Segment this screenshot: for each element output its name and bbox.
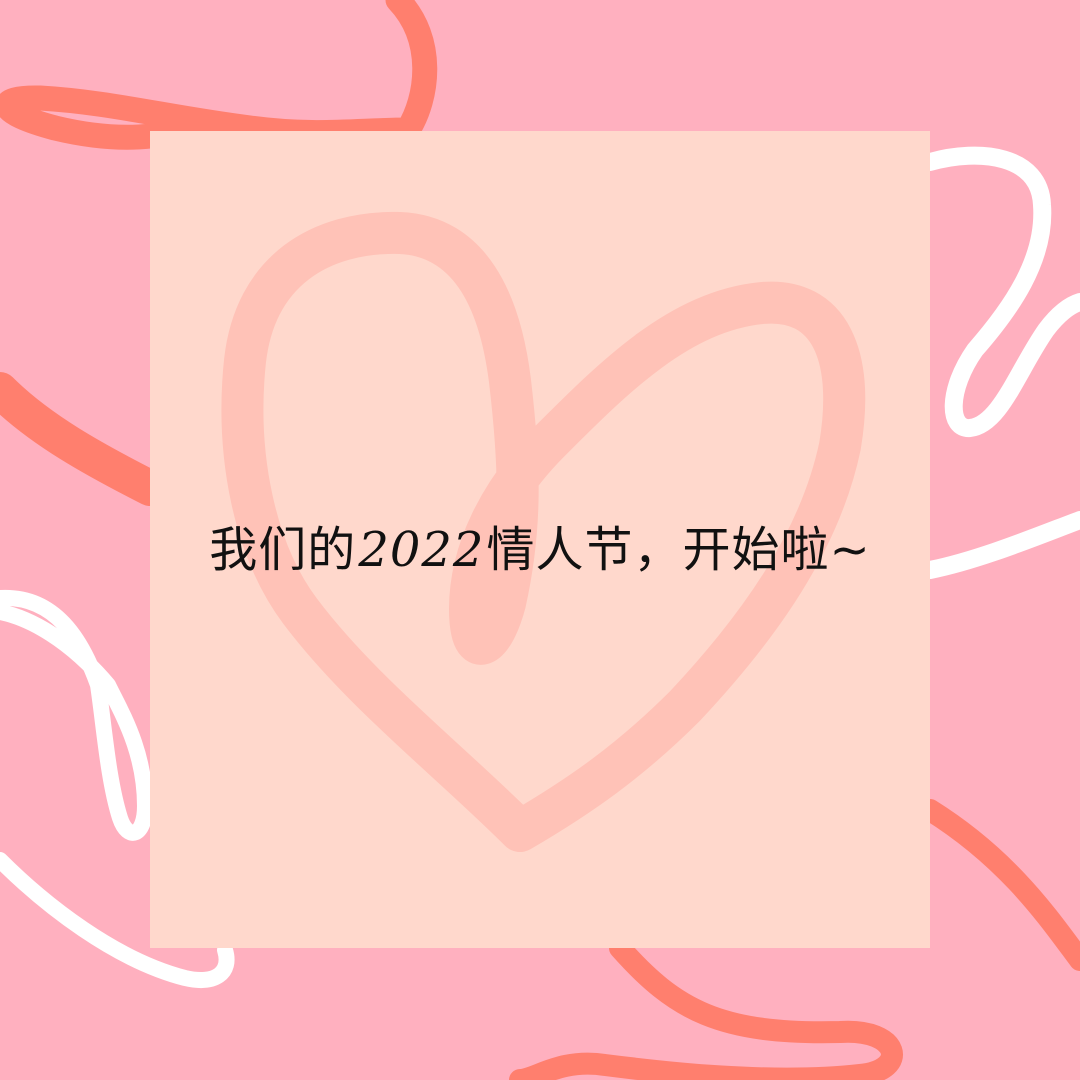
- headline-prefix: 我们的: [209, 522, 357, 578]
- white-ribbon-right-icon: [921, 146, 1080, 579]
- headline-year: 2022: [358, 522, 485, 578]
- coral-ribbon-bottom-icon: [509, 799, 1080, 1080]
- coral-ribbon-left-icon: [0, 372, 168, 506]
- valentine-headline: 我们的 2022 情人节，开始啦~: [150, 515, 930, 585]
- message-card: 我们的 2022 情人节，开始啦~: [150, 131, 930, 948]
- headline-suffix: 情人节，开始啦~: [486, 522, 871, 578]
- white-ribbon-left-icon: [0, 589, 235, 988]
- coral-ribbon-top-icon: [0, 0, 438, 150]
- heart-outline-icon: [221, 211, 866, 852]
